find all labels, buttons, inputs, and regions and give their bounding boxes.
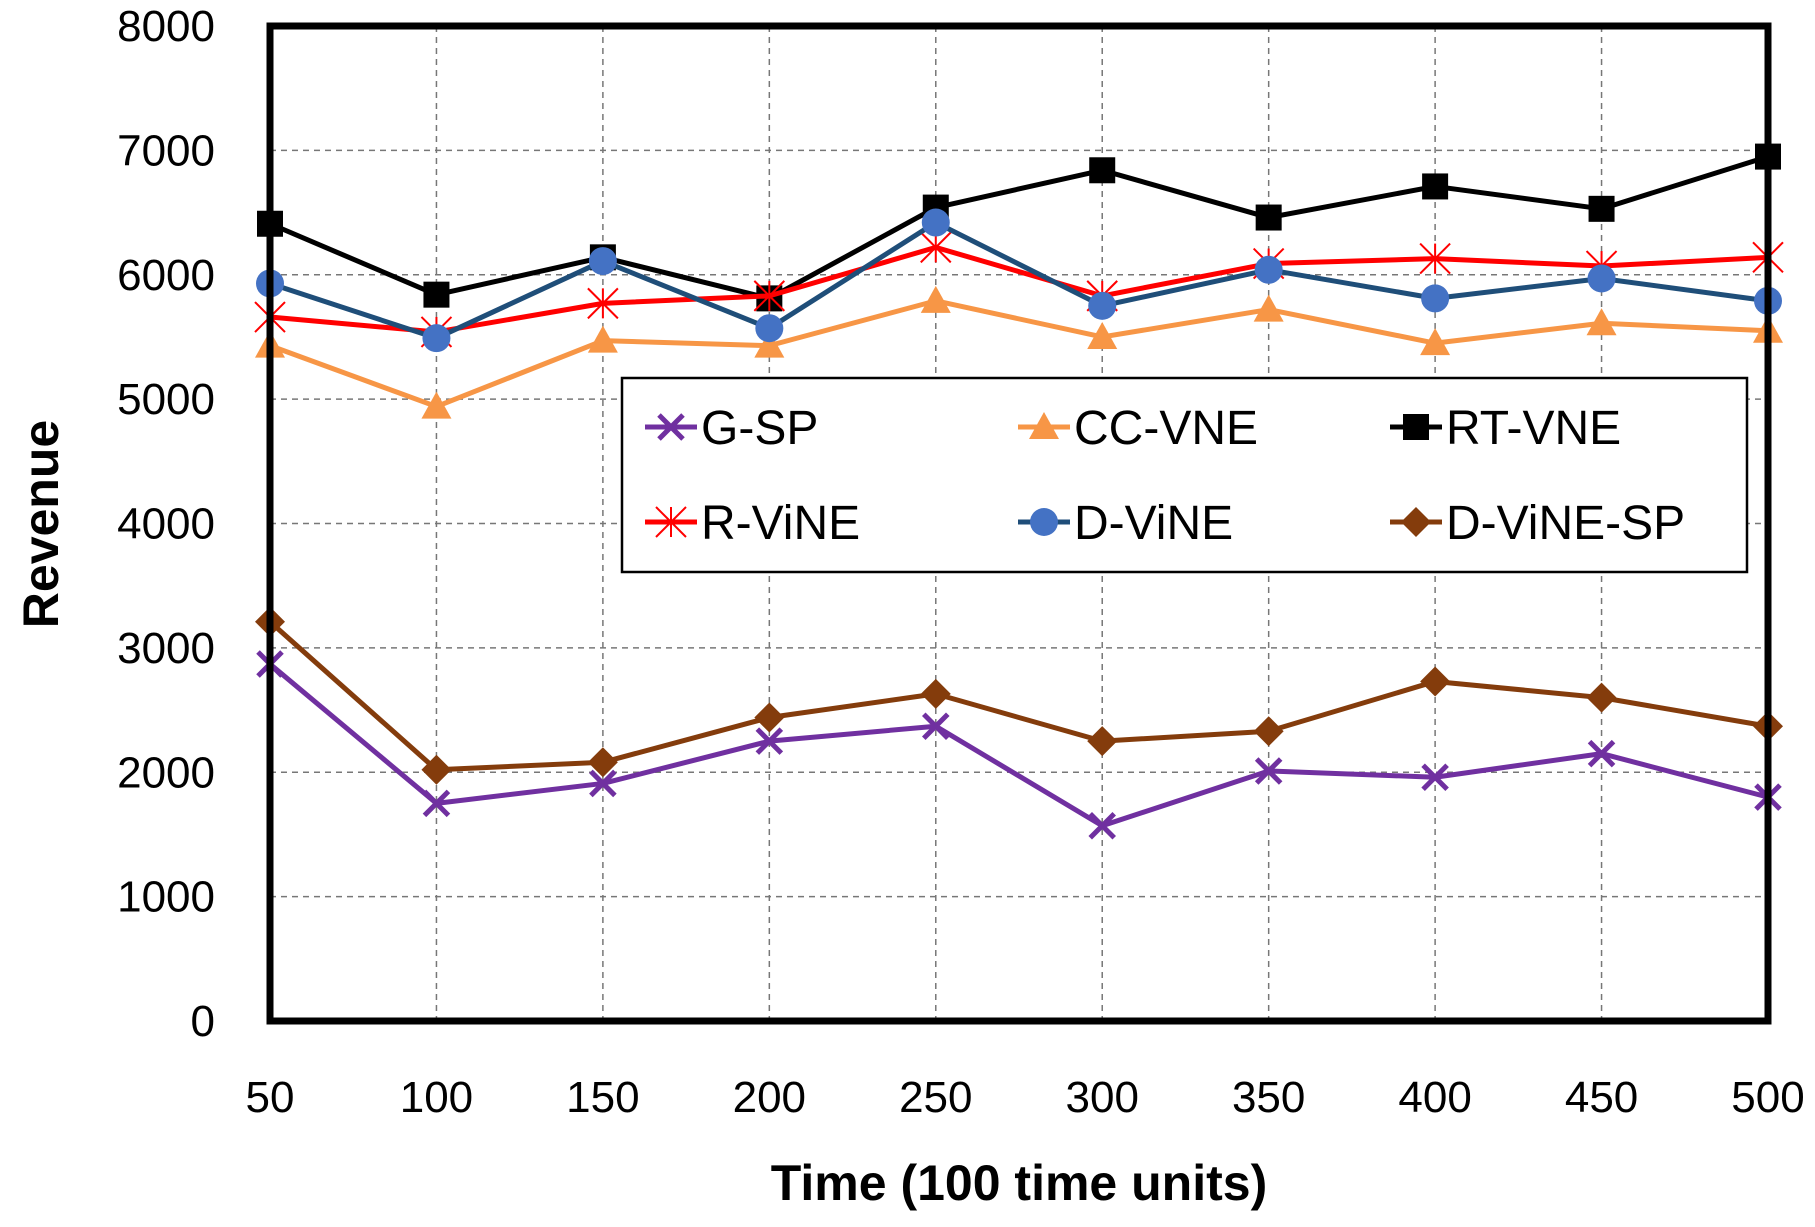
data-point	[1254, 255, 1283, 284]
data-point	[755, 314, 784, 343]
data-point	[423, 281, 450, 308]
series-line	[269, 154, 1769, 301]
series-line	[269, 244, 1769, 335]
data-point	[1419, 242, 1451, 275]
data-point	[422, 324, 451, 353]
legend-label: CC-VNE	[1074, 402, 1258, 455]
data-point	[920, 285, 951, 313]
data-point	[922, 712, 950, 740]
data-point	[421, 391, 452, 419]
data-point	[1087, 321, 1118, 349]
x-tick-label: 350	[1232, 1073, 1305, 1122]
data-point	[1253, 294, 1284, 322]
legend-label: RT-VNE	[1446, 402, 1621, 455]
legend-marker	[1401, 507, 1431, 537]
data-point	[589, 769, 617, 798]
data-point	[754, 330, 785, 358]
data-point	[754, 702, 785, 733]
legend-item: D-ViNE-SP	[1390, 497, 1685, 550]
legend: G-SP CC-VNE RT-VNE R-ViNE D-ViNE D-ViNE-SP	[620, 376, 1749, 574]
data-point	[755, 727, 784, 755]
data-point	[1588, 195, 1615, 222]
data-point	[587, 287, 619, 320]
legend-marker	[655, 506, 687, 538]
legend-label: D-ViNE-SP	[1446, 497, 1685, 550]
data-point	[587, 747, 618, 778]
data-point	[1087, 726, 1118, 757]
legend-marker	[657, 413, 685, 441]
legend-item: CC-VNE	[1018, 402, 1258, 455]
x-tick-label: 300	[1066, 1073, 1139, 1122]
legend-marker	[1403, 414, 1429, 440]
y-tick-label: 8000	[117, 2, 215, 51]
x-tick-label: 250	[899, 1073, 972, 1122]
y-axis-title: Revenue	[13, 420, 69, 628]
series-line	[269, 298, 1769, 410]
legend-item: RT-VNE	[1390, 402, 1621, 455]
y-axis-ticks: 0 1000 2000 3000 4000 5000 6000 7000 8000	[117, 2, 215, 1046]
data-point	[587, 325, 618, 353]
data-point	[921, 208, 950, 237]
legend-label: R-ViNE	[701, 497, 860, 550]
data-point	[421, 754, 452, 785]
data-point	[1420, 666, 1451, 697]
data-point	[1255, 204, 1282, 231]
data-point	[920, 678, 951, 709]
series-line	[268, 619, 1769, 773]
x-axis-ticks: 50 100 150 200 250 300 350 400 450 500	[246, 1073, 1805, 1122]
y-tick-label: 4000	[117, 500, 215, 549]
x-tick-label: 150	[566, 1073, 639, 1122]
y-tick-label: 5000	[117, 375, 215, 424]
legend-label: G-SP	[701, 402, 818, 455]
data-point	[1254, 757, 1283, 785]
legend-item: R-ViNE	[645, 497, 860, 550]
legend-marker	[1030, 508, 1058, 536]
series-g-sp	[256, 650, 1782, 840]
series-line	[268, 662, 1769, 829]
legend-label: D-ViNE	[1074, 497, 1233, 550]
data-point	[1088, 291, 1117, 320]
data-point	[753, 280, 786, 312]
legend-box	[620, 376, 1749, 574]
y-tick-label: 6000	[117, 251, 215, 300]
y-tick-label: 1000	[117, 873, 215, 922]
plot-area-frame	[266, 22, 1772, 1025]
data-point	[1587, 264, 1616, 293]
legend-marker	[1029, 412, 1059, 439]
x-tick-label: 400	[1398, 1073, 1471, 1122]
x-tick-label: 500	[1731, 1073, 1804, 1122]
data-point	[1088, 811, 1116, 840]
data-point	[920, 231, 952, 264]
series-d-vine	[256, 208, 1782, 353]
x-tick-label: 450	[1565, 1073, 1638, 1122]
series-line	[269, 220, 1769, 341]
x-tick-label: 200	[733, 1073, 806, 1122]
data-point	[1421, 763, 1449, 791]
y-tick-label: 7000	[117, 126, 215, 175]
data-point	[1587, 739, 1616, 768]
data-point	[1421, 284, 1450, 313]
data-point	[1586, 682, 1617, 713]
data-point	[1422, 173, 1449, 200]
y-tick-label: 0	[191, 997, 215, 1046]
legend-item: D-ViNE	[1018, 497, 1233, 550]
legend-item: G-SP	[645, 402, 818, 455]
y-tick-label: 3000	[117, 624, 215, 673]
data-point	[1089, 157, 1116, 184]
data-point	[1586, 308, 1617, 336]
data-point	[1420, 328, 1451, 356]
y-tick-label: 2000	[117, 748, 215, 797]
x-tick-label: 50	[246, 1073, 295, 1122]
data-point	[422, 789, 451, 818]
data-point	[588, 247, 617, 276]
x-axis-title: Time (100 time units)	[771, 1155, 1267, 1211]
x-tick-label: 100	[400, 1073, 473, 1122]
data-point	[1253, 716, 1284, 747]
